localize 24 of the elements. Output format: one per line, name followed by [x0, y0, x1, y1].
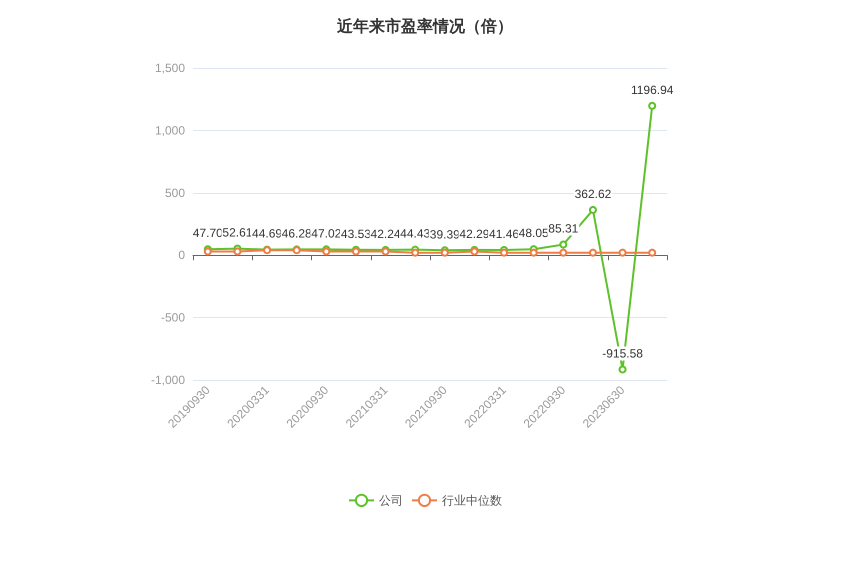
data-label: 48.05	[518, 226, 550, 240]
y-tick-label: -500	[160, 310, 186, 325]
data-label: 42.24	[370, 226, 401, 241]
data-label: 85.31	[548, 222, 579, 236]
data-label: 42.29	[459, 226, 490, 241]
data-label: 362.62	[574, 186, 612, 201]
data-label: 44.43	[400, 226, 431, 241]
data-label: -915.58	[602, 346, 644, 360]
data-label: 44.69	[252, 226, 282, 241]
data-label: 46.28	[282, 226, 312, 240]
y-tick-label: 500	[164, 186, 186, 200]
y-tick-label: 1,500	[154, 61, 186, 75]
y-tick-label: 1,000	[154, 123, 186, 138]
data-label: 39.39	[430, 227, 460, 242]
data-label: 52.61	[222, 226, 253, 240]
legend-label: 行业中位数	[442, 493, 502, 508]
y-tick-label: -1,000	[150, 373, 186, 387]
data-label: 43.53	[340, 226, 372, 241]
data-label: 47.02	[311, 226, 342, 240]
data-label: 41.46	[489, 227, 520, 242]
legend-label: 公司	[379, 493, 403, 508]
chart-title: 近年来市盈率情况（倍）	[336, 16, 513, 36]
y-tick-label: 0	[178, 248, 186, 262]
data-label: 1196.94	[630, 82, 674, 97]
